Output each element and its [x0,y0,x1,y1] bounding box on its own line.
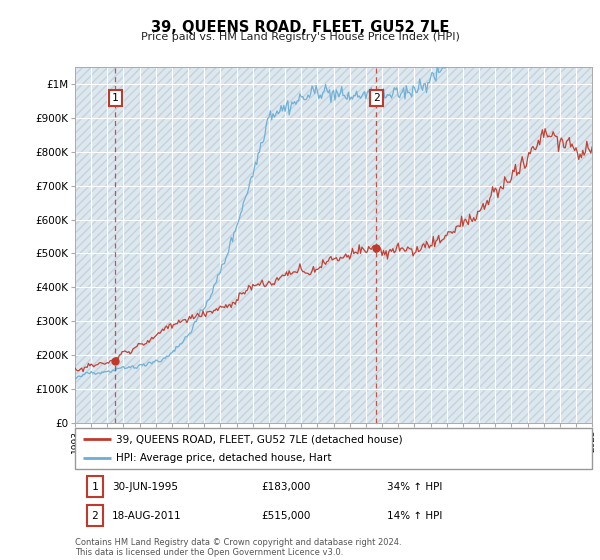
Text: 1: 1 [91,482,98,492]
Text: £183,000: £183,000 [261,482,310,492]
Text: Price paid vs. HM Land Registry's House Price Index (HPI): Price paid vs. HM Land Registry's House … [140,32,460,42]
Text: Contains HM Land Registry data © Crown copyright and database right 2024.
This d: Contains HM Land Registry data © Crown c… [75,538,401,557]
Text: 1: 1 [112,93,119,102]
Text: 2: 2 [91,511,98,521]
Text: 30-JUN-1995: 30-JUN-1995 [112,482,178,492]
Text: 39, QUEENS ROAD, FLEET, GU52 7LE: 39, QUEENS ROAD, FLEET, GU52 7LE [151,20,449,35]
Text: HPI: Average price, detached house, Hart: HPI: Average price, detached house, Hart [116,453,332,463]
Text: 18-AUG-2011: 18-AUG-2011 [112,511,182,521]
Text: £515,000: £515,000 [261,511,310,521]
Text: 2: 2 [373,93,379,102]
Text: 34% ↑ HPI: 34% ↑ HPI [387,482,442,492]
Text: 14% ↑ HPI: 14% ↑ HPI [387,511,442,521]
Text: 39, QUEENS ROAD, FLEET, GU52 7LE (detached house): 39, QUEENS ROAD, FLEET, GU52 7LE (detach… [116,435,403,444]
